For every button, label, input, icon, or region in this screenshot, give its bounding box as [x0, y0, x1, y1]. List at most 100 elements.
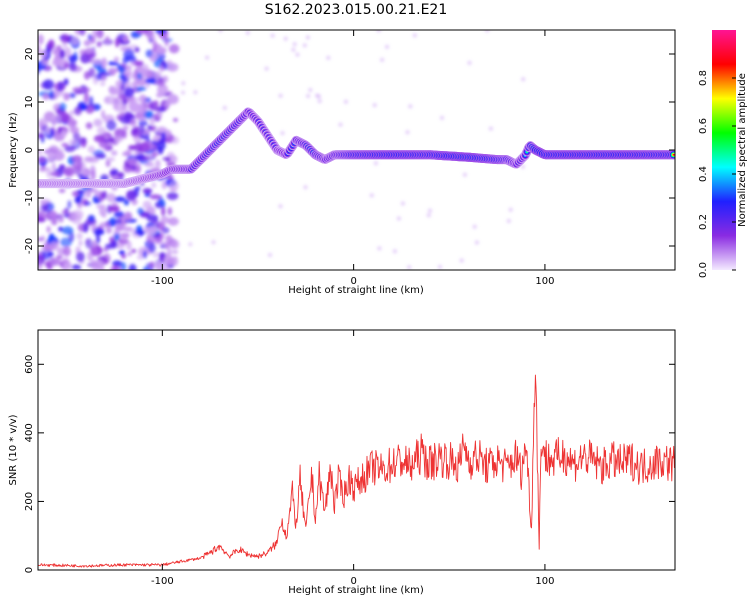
noise-blob	[110, 150, 118, 156]
noise-blob	[115, 37, 120, 48]
noise-blob	[99, 222, 111, 228]
noise-blob	[141, 156, 150, 161]
noise-blob	[245, 30, 250, 35]
noise-blob	[85, 188, 98, 193]
noise-blob	[49, 89, 54, 98]
noise-blob	[160, 199, 166, 208]
noise-blob	[159, 65, 165, 72]
noise-blob	[193, 90, 198, 95]
noise-blob	[90, 259, 98, 268]
noise-blob	[46, 225, 51, 233]
noise-blob	[155, 159, 161, 168]
noise-blob	[64, 62, 69, 69]
noise-blob	[140, 68, 149, 78]
noise-blob	[50, 210, 57, 219]
noise-blob	[127, 157, 138, 166]
noise-blob	[64, 145, 76, 152]
noise-blob	[60, 130, 68, 137]
noise-blob	[104, 145, 113, 152]
noise-blob	[181, 90, 185, 95]
noise-blob	[142, 188, 153, 194]
noise-blob	[60, 112, 71, 123]
x-tick-label: -100	[151, 276, 174, 287]
y-tick-label: 400	[24, 423, 35, 442]
noise-blob	[100, 75, 108, 82]
noise-blob	[168, 180, 179, 191]
noise-blob	[49, 241, 59, 251]
noise-blob	[392, 249, 397, 254]
noise-blob	[47, 39, 55, 50]
noise-blob	[58, 188, 66, 193]
snr-x-ticks: -100 0 100	[151, 330, 554, 587]
noise-blob	[51, 59, 63, 67]
noise-blob	[85, 238, 93, 249]
noise-blob	[93, 228, 101, 236]
noise-blob	[268, 253, 272, 257]
noise-blob	[58, 217, 64, 223]
noise-blob	[123, 199, 130, 206]
noise-blob	[85, 122, 93, 130]
x-tick-label: 100	[535, 576, 554, 587]
noise-blob	[138, 159, 150, 165]
noise-blob	[124, 67, 132, 76]
noise-blob	[438, 264, 442, 269]
noise-blob	[109, 217, 117, 227]
noise-blob	[164, 35, 169, 47]
noise-blob	[145, 49, 153, 58]
noise-blob	[506, 219, 511, 223]
noise-blob	[135, 86, 147, 91]
noise-blob	[82, 169, 89, 176]
noise-blob	[343, 99, 348, 104]
spectrogram-x-ticks: -100 0 100	[151, 30, 554, 287]
noise-blob	[74, 195, 82, 204]
colorbar-tick-label: 0.2	[698, 214, 709, 230]
noise-blob	[68, 231, 75, 242]
noise-blob	[76, 251, 85, 262]
noise-blob	[172, 118, 179, 122]
noise-blob	[46, 126, 51, 135]
noise-blob	[72, 209, 84, 220]
noise-blob	[105, 159, 111, 168]
noise-blob	[76, 189, 86, 194]
noise-blob	[167, 94, 179, 105]
noise-blob	[124, 110, 133, 118]
noise-blob	[158, 252, 166, 258]
noise-blob	[154, 100, 159, 107]
noise-blob	[123, 211, 132, 221]
noise-blob	[377, 246, 382, 251]
x-tick-label: 0	[350, 276, 356, 287]
noise-blob	[78, 104, 89, 110]
noise-blob	[61, 209, 69, 215]
noise-blob	[137, 116, 147, 122]
spectrogram-x-label: Height of straight line (km)	[288, 285, 424, 296]
noise-blob	[61, 226, 74, 235]
noise-blob	[508, 207, 513, 212]
noise-blob	[118, 250, 125, 255]
noise-blob	[58, 164, 66, 171]
x-tick-label: -100	[151, 576, 174, 587]
noise-blob	[161, 227, 170, 234]
noise-blob	[139, 94, 147, 104]
noise-blob	[485, 30, 490, 33]
noise-blob	[64, 47, 72, 59]
noise-blob	[385, 44, 389, 49]
noise-blob	[123, 49, 135, 59]
noise-blob	[115, 79, 124, 89]
noise-blob	[181, 81, 186, 86]
noise-blob	[71, 155, 83, 163]
noise-blob	[39, 200, 47, 206]
noise-blob	[373, 161, 378, 166]
noise-blob	[60, 33, 70, 44]
noise-blob	[165, 235, 173, 242]
snr-x-label: Height of straight line (km)	[288, 585, 424, 596]
noise-blob	[48, 233, 55, 244]
noise-blob	[148, 242, 156, 253]
noise-blob	[96, 30, 104, 39]
noise-blob	[84, 201, 92, 206]
noise-blob	[83, 39, 91, 47]
snr-background	[38, 330, 675, 570]
noise-blob	[153, 71, 162, 79]
noise-blob	[317, 99, 322, 104]
noise-blob	[124, 87, 134, 98]
noise-blob	[145, 225, 157, 236]
